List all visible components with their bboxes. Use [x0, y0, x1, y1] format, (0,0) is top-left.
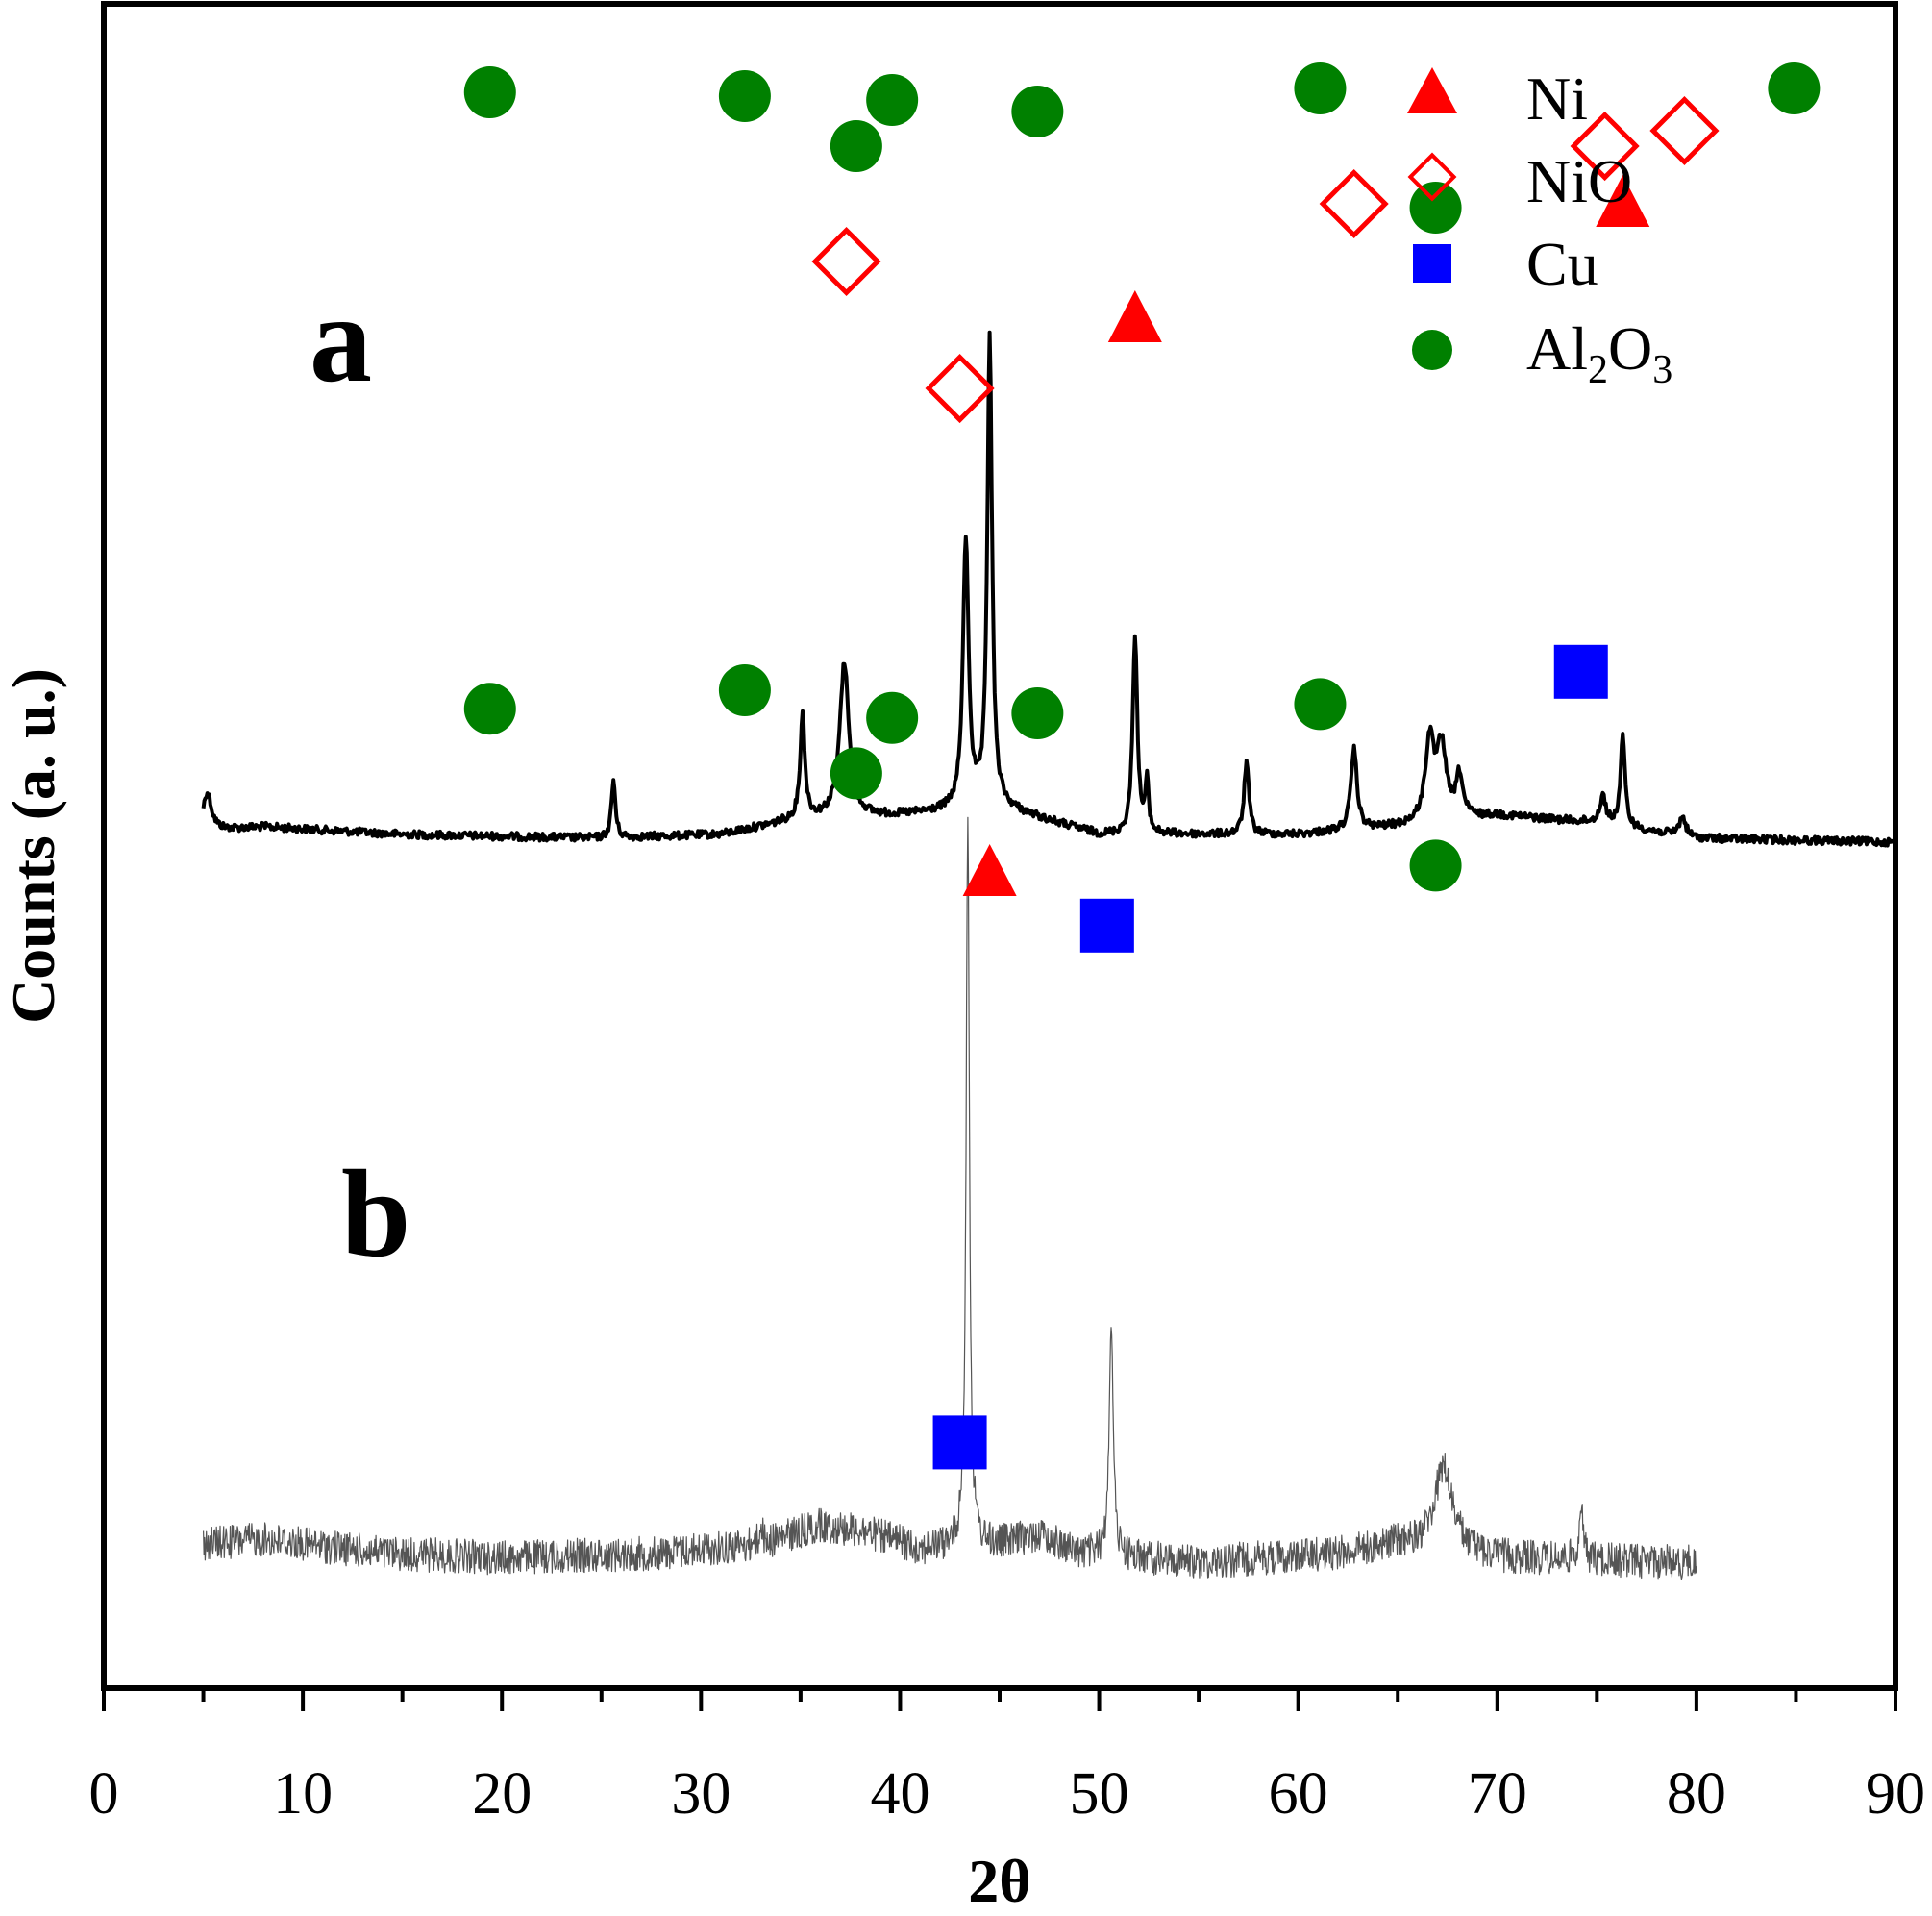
x-tick-label: 0	[89, 1761, 119, 1827]
marker-nio-a	[811, 226, 881, 297]
marker-al2o3-a	[718, 70, 771, 122]
series-a-line	[201, 330, 1897, 848]
marker-cu-b	[932, 1415, 987, 1470]
legend-label-cu: Cu	[1526, 230, 1598, 298]
legend: Ni NiO Cu Al2O3	[1407, 64, 1672, 392]
marker-ni-a	[1107, 290, 1162, 342]
x-tick-labels: 0 10 20 30 40 50 60 70 80 90	[89, 1761, 1926, 1827]
marker-cu-b	[1553, 644, 1608, 699]
x-axis-title: 2θ	[968, 1847, 1030, 1915]
x-tick-label: 80	[1667, 1761, 1726, 1827]
marker-al2o3-b	[830, 747, 882, 800]
marker-nio-a	[1319, 168, 1389, 239]
legend-al2o3-main: Al	[1526, 314, 1588, 383]
marker-ni-a	[962, 844, 1017, 896]
x-tick-label: 30	[671, 1761, 731, 1827]
x-tick-label: 20	[472, 1761, 532, 1827]
panel-label-b: b	[341, 1145, 410, 1283]
panel-label-a: a	[310, 270, 372, 409]
series-b-line	[203, 816, 1697, 1580]
phase-markers	[463, 62, 1821, 1470]
legend-label-nio: NiO	[1526, 147, 1632, 215]
x-tick-label: 50	[1070, 1761, 1129, 1827]
marker-al2o3-b	[1294, 678, 1347, 731]
legend-al2o3-sub1: 2	[1588, 348, 1608, 392]
legend-al2o3-sub2: 3	[1652, 348, 1672, 392]
x-tick-label: 60	[1269, 1761, 1328, 1827]
x-tick-label: 10	[273, 1761, 333, 1827]
marker-al2o3-a	[1409, 182, 1462, 234]
series-layer	[201, 330, 1897, 1580]
legend-triangle-icon	[1407, 67, 1457, 113]
marker-al2o3-a	[1011, 86, 1064, 137]
marker-al2o3-b	[718, 664, 771, 716]
marker-al2o3-a	[1294, 62, 1347, 114]
marker-al2o3-a	[463, 66, 516, 118]
marker-cu-b	[1079, 898, 1134, 953]
x-tick-label: 40	[870, 1761, 929, 1827]
marker-nio-a	[1649, 95, 1720, 166]
plot-frame	[101, 1, 1898, 1691]
legend-square-icon	[1413, 244, 1451, 283]
marker-nio-a	[925, 353, 995, 424]
marker-al2o3-b	[1409, 839, 1462, 892]
legend-diamond-icon	[1407, 152, 1457, 202]
marker-al2o3-a	[1768, 62, 1821, 114]
legend-circle-icon	[1412, 330, 1452, 370]
legend-label-al2o3: Al2O3	[1526, 314, 1672, 392]
marker-al2o3-b	[866, 691, 919, 744]
legend-label-ni: Ni	[1526, 64, 1588, 133]
marker-al2o3-b	[463, 683, 516, 735]
marker-nio-a	[1570, 111, 1640, 182]
marker-al2o3-a	[866, 74, 919, 126]
x-tick-label: 90	[1866, 1761, 1925, 1827]
marker-al2o3-b	[1011, 687, 1064, 739]
y-axis-title: Counts (a. u.)	[0, 668, 67, 1024]
x-tick-label: 70	[1468, 1761, 1527, 1827]
x-ticks	[102, 1688, 1897, 1711]
marker-al2o3-a	[830, 120, 882, 172]
marker-ni-a	[1596, 175, 1650, 227]
legend-al2o3-mid: O	[1608, 314, 1652, 383]
